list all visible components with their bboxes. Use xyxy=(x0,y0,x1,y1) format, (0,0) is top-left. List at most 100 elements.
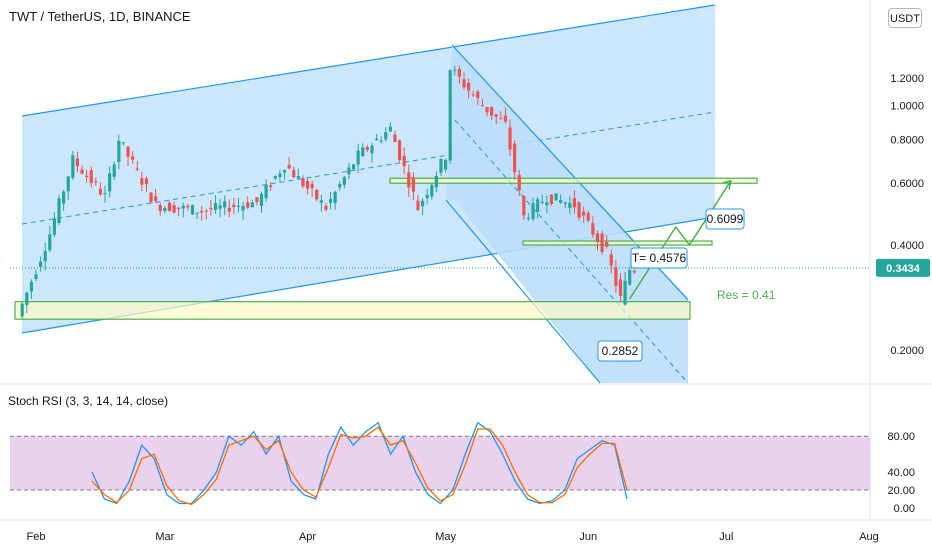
zone-support xyxy=(14,301,691,320)
candle-body xyxy=(48,234,52,251)
candle-body xyxy=(462,79,466,88)
candle-body xyxy=(457,68,462,77)
candle-body xyxy=(618,279,623,296)
zone-res-level xyxy=(522,240,713,246)
candle-body xyxy=(195,212,199,214)
candle-body xyxy=(135,168,139,170)
candle-body xyxy=(34,274,38,279)
candle-body xyxy=(259,193,264,206)
candle-body xyxy=(333,191,337,204)
channel-upper-line xyxy=(21,4,716,117)
candle-body xyxy=(361,147,365,157)
candle-body xyxy=(605,241,609,247)
candle-body xyxy=(255,197,259,202)
currency-unit-button[interactable]: USDT xyxy=(888,8,922,28)
candle-body xyxy=(98,188,103,195)
candle-body xyxy=(158,205,162,212)
zone-resistance xyxy=(389,177,758,184)
candle-body xyxy=(324,205,328,210)
candle-body xyxy=(209,208,213,210)
stoch-tick-label: 20.00 xyxy=(887,485,915,497)
candles-group xyxy=(20,65,636,319)
candle-body xyxy=(338,184,342,188)
candle-body xyxy=(503,115,508,122)
price-tick-label: 1.2000 xyxy=(890,73,924,85)
annotation-box xyxy=(705,208,745,230)
descending-channel-fill xyxy=(446,45,688,383)
candle-body xyxy=(591,223,595,235)
projection-arrowhead xyxy=(722,179,732,190)
candle-body xyxy=(269,185,273,188)
annotation-t-0-4576: T= 0.4576 xyxy=(630,247,688,269)
time-tick-label: Jun xyxy=(579,531,597,543)
candle-body xyxy=(80,169,84,174)
stoch-tick-label: 0.00 xyxy=(894,503,915,515)
candle-body xyxy=(172,205,176,213)
last-price-label: 0.3434 xyxy=(886,263,921,275)
candle-body xyxy=(595,233,600,243)
candle-body xyxy=(554,193,558,201)
candle-body xyxy=(536,199,540,213)
annotation-label: Res = 0.41 xyxy=(717,288,776,302)
candle-body xyxy=(241,205,245,211)
candle-body xyxy=(190,205,195,215)
candle-body xyxy=(494,114,498,117)
candle-body xyxy=(94,181,98,183)
price-tick-label: 0.2000 xyxy=(890,345,924,357)
candle-body xyxy=(559,199,563,203)
annotation-0-6099: 0.6099 xyxy=(705,208,745,230)
candle-body xyxy=(356,150,360,165)
candle-body xyxy=(443,159,448,170)
candle-body xyxy=(549,194,554,204)
stoch-tick-label: 80.00 xyxy=(887,431,915,443)
candle-body xyxy=(411,177,415,192)
candle-body xyxy=(388,126,392,132)
candle-body xyxy=(545,202,549,206)
candle-body xyxy=(517,175,521,191)
candle-body xyxy=(85,175,89,177)
candle-body xyxy=(420,200,425,207)
candle-body xyxy=(246,202,250,208)
candle-body xyxy=(292,170,296,178)
candle-body xyxy=(526,218,531,220)
candle-body xyxy=(117,140,121,163)
candle-body xyxy=(632,271,636,273)
candle-body xyxy=(453,69,457,71)
candle-body xyxy=(499,118,503,120)
candle-body xyxy=(126,146,130,157)
candle-body xyxy=(264,184,268,199)
time-tick-label: Feb xyxy=(27,531,46,543)
candle-body xyxy=(273,176,277,179)
last-price-badge xyxy=(876,258,930,277)
candle-body xyxy=(223,201,227,208)
time-tick-label: Mar xyxy=(155,531,174,543)
candle-body xyxy=(227,207,231,212)
candle-body xyxy=(39,261,43,268)
candle-body xyxy=(236,205,241,207)
candle-body xyxy=(213,203,218,210)
candle-body xyxy=(568,202,572,208)
candle-body xyxy=(154,196,158,201)
candle-body xyxy=(89,170,93,183)
price-tick-label: 0.6000 xyxy=(890,178,924,190)
candle-body xyxy=(43,251,47,262)
candle-body xyxy=(177,207,181,209)
candle-body xyxy=(305,180,310,189)
candle-body xyxy=(103,193,107,195)
candle-body xyxy=(315,189,319,200)
candle-body xyxy=(121,142,126,144)
time-tick-label: May xyxy=(435,531,456,543)
candle-body xyxy=(29,281,33,292)
candle-body xyxy=(623,280,627,305)
candle-body xyxy=(144,178,149,185)
candle-body xyxy=(448,70,452,161)
candle-body xyxy=(75,158,80,167)
candle-body xyxy=(582,211,586,216)
candle-body xyxy=(522,195,526,216)
candle-body xyxy=(531,203,535,220)
annotation-box xyxy=(597,340,643,362)
candle-body xyxy=(181,205,185,209)
candle-body xyxy=(490,106,494,116)
